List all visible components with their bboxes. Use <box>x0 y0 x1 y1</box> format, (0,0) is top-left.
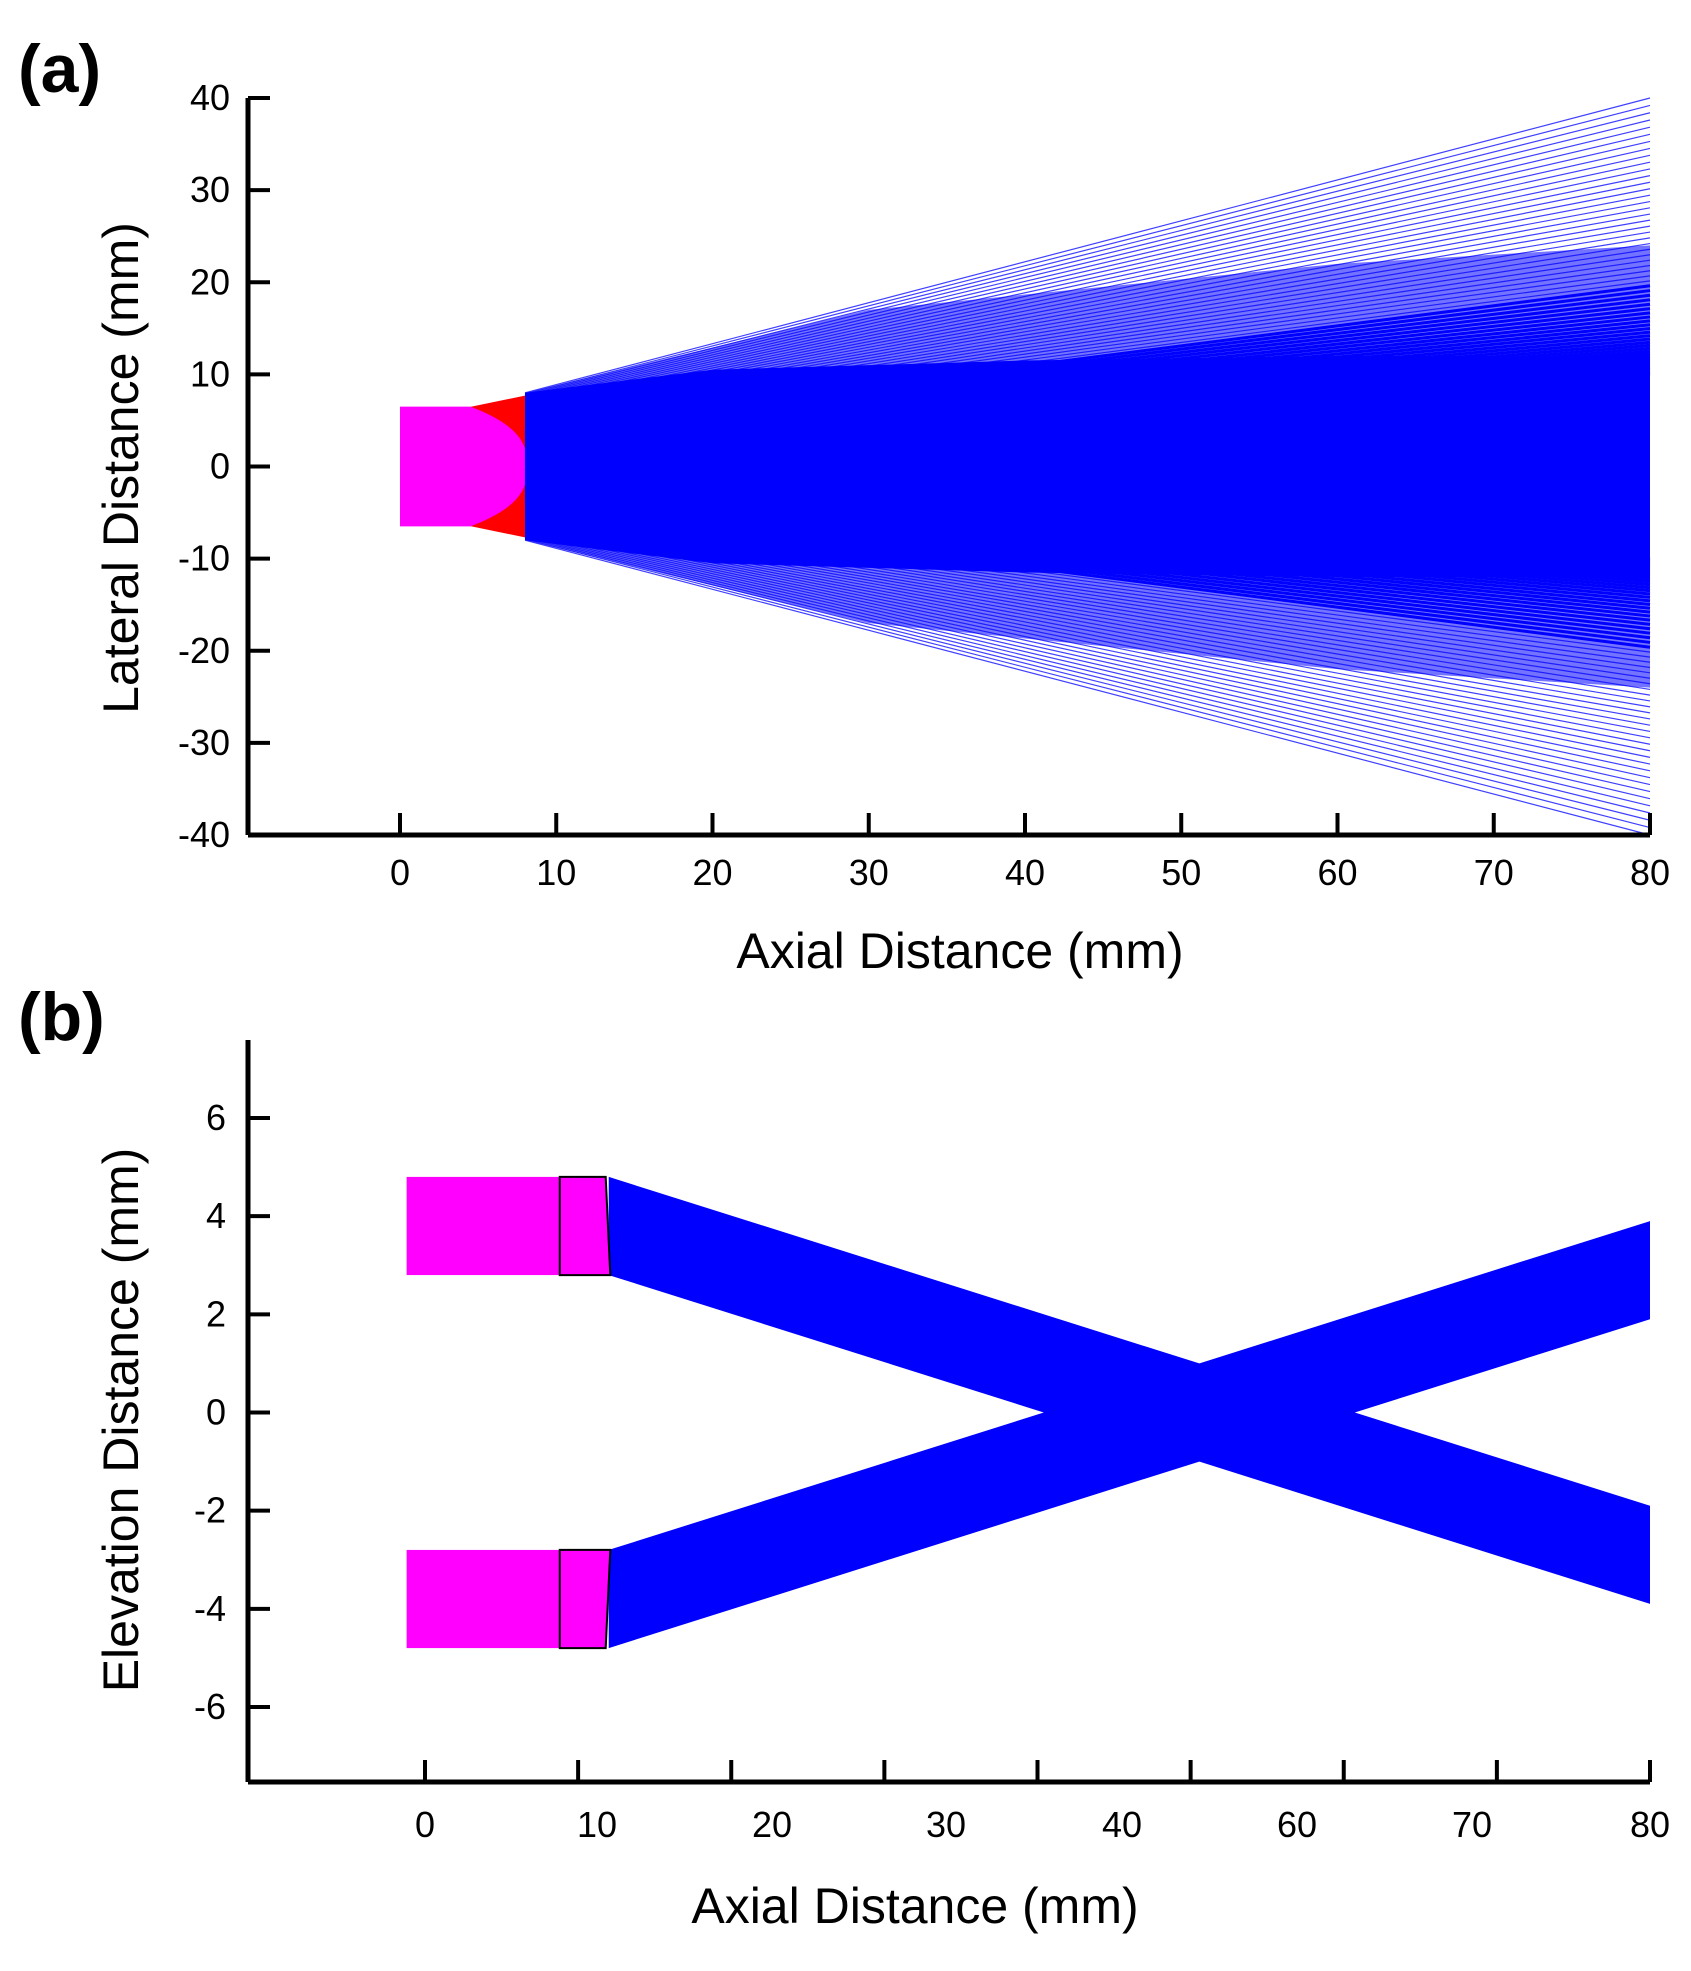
panel-a-y-tick-label: 30 <box>190 169 230 210</box>
panel-a-ray-fan <box>524 97 1651 836</box>
panel-a-x-tick-label: 0 <box>390 852 410 893</box>
panel-a-x-tick-label: 10 <box>536 852 576 893</box>
panel-a-x-tick-label: 80 <box>1630 852 1670 893</box>
panel-b-y-tick-label: 0 <box>206 1392 226 1433</box>
panel-b-x-tick-label: 0 <box>415 1804 435 1845</box>
panel-a-ray <box>524 97 1651 394</box>
panel-a-x-tick-label: 60 <box>1317 852 1357 893</box>
panel-b-prism <box>558 1548 612 1650</box>
panel-a-y-tick-label: -40 <box>178 814 230 855</box>
panel-a-y-tick-label: 20 <box>190 261 230 302</box>
panel-a-y-tick-label: -10 <box>178 538 230 579</box>
panel-b-x-tick-label: 30 <box>926 1804 966 1845</box>
panel-b-beam <box>608 1221 1650 1649</box>
panel-b-y-tick-label: -6 <box>194 1686 226 1727</box>
panel-b-beam-group <box>608 1176 1650 1649</box>
panel-a-x-tick-label: 30 <box>849 852 889 893</box>
panel-b-source <box>406 1549 560 1649</box>
panel-b-x-tick-label: 70 <box>1452 1804 1492 1845</box>
panel-a-x-tick-label: 40 <box>1005 852 1045 893</box>
panel-a-x-axis-label: Axial Distance (mm) <box>736 923 1183 979</box>
panel-a-x-tick-label: 70 <box>1474 852 1514 893</box>
panel-a-ray-halo <box>525 245 1650 688</box>
panel-a-x-tick-label: 20 <box>692 852 732 893</box>
panel-b-prism <box>558 1175 612 1277</box>
panel-b-source-group <box>406 1175 612 1650</box>
panel-b-y-tick-label: 6 <box>206 1097 226 1138</box>
panel-a-y-tick-label: 0 <box>210 446 230 487</box>
panel-b-y-tick-label: 2 <box>206 1293 226 1334</box>
panel-a-y-tick-label: -20 <box>178 630 230 671</box>
panel-a-y-tick-label: -30 <box>178 722 230 763</box>
panel-b-y-axis-label: Elevation Distance (mm) <box>93 1148 149 1693</box>
panel-a-axes: 0 10 20 30 40 50 60 70 80 40 30 20 10 0 -10 -20 -30 -40 <box>178 77 1670 893</box>
panel-a-x-tick-label: 50 <box>1161 852 1201 893</box>
panel-b-x-axis-label: Axial Distance (mm) <box>691 1878 1138 1934</box>
panel-a: (a) 0 10 20 30 40 50 60 70 80 40 30 20 10 0 -10 -20 -30 -… <box>18 31 1670 979</box>
panel-a-ray <box>524 538 1651 829</box>
panel-b-y-tick-label: 4 <box>206 1195 226 1236</box>
panel-b-y-tick-label: -4 <box>194 1588 226 1629</box>
panel-b-x-tick-label: 60 <box>1277 1804 1317 1845</box>
panel-a-source <box>400 406 527 527</box>
panel-a-label: (a) <box>18 31 101 107</box>
panel-a-ray <box>524 104 1651 395</box>
panel-a-y-tick-label: 10 <box>190 353 230 394</box>
panel-b-x-tick-label: 20 <box>752 1804 792 1845</box>
panel-b-y-tick-label: -2 <box>194 1490 226 1531</box>
panel-b-source <box>406 1176 560 1276</box>
panel-b-x-tick-label: 10 <box>577 1804 617 1845</box>
panel-a-y-tick-label: 40 <box>190 77 230 118</box>
panel-a-y-axis-label: Lateral Distance (mm) <box>93 222 149 714</box>
panel-a-ray <box>524 539 1651 836</box>
panel-b-x-tick-label: 80 <box>1630 1804 1670 1845</box>
panel-b-label: (b) <box>18 979 105 1055</box>
panel-b-x-tick-label: 40 <box>1102 1804 1142 1845</box>
